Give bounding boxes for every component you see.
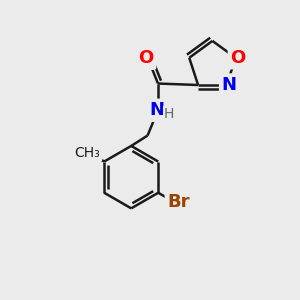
Text: Br: Br (167, 194, 190, 211)
Text: O: O (230, 49, 246, 67)
Text: CH₃: CH₃ (74, 146, 100, 160)
Text: N: N (149, 101, 164, 119)
Text: O: O (139, 49, 154, 67)
Text: H: H (164, 107, 174, 121)
Text: N: N (222, 76, 237, 94)
